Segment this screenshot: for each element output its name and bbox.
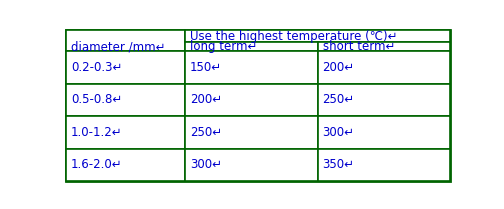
- Text: 250↵: 250↵: [190, 126, 222, 139]
- Bar: [185, 30, 451, 42]
- Bar: [318, 84, 451, 116]
- Bar: [185, 149, 318, 181]
- Bar: [66, 116, 185, 149]
- Text: long term↵: long term↵: [190, 40, 258, 53]
- Bar: [185, 84, 318, 116]
- Text: 200↵: 200↵: [323, 61, 355, 74]
- Text: 250↵: 250↵: [323, 93, 355, 106]
- Text: 1.0-1.2↵: 1.0-1.2↵: [71, 126, 122, 139]
- Text: 300↵: 300↵: [190, 158, 222, 171]
- Text: 350↵: 350↵: [323, 158, 354, 171]
- Bar: [66, 149, 185, 181]
- Bar: [185, 51, 318, 84]
- Text: diameter /mm↵: diameter /mm↵: [71, 40, 165, 53]
- Text: short term↵: short term↵: [323, 40, 395, 53]
- Bar: [66, 51, 185, 84]
- Bar: [66, 84, 185, 116]
- Text: 300↵: 300↵: [323, 126, 354, 139]
- Bar: [318, 116, 451, 149]
- Bar: [66, 30, 185, 51]
- Bar: [185, 42, 318, 51]
- Bar: [318, 149, 451, 181]
- Text: 150↵: 150↵: [190, 61, 222, 74]
- Bar: [318, 51, 451, 84]
- Text: 1.6-2.0↵: 1.6-2.0↵: [71, 158, 122, 171]
- Text: 200↵: 200↵: [190, 93, 222, 106]
- Text: 0.2-0.3↵: 0.2-0.3↵: [71, 61, 122, 74]
- Bar: [318, 42, 451, 51]
- Bar: [185, 116, 318, 149]
- Text: Use the highest temperature (℃)↵: Use the highest temperature (℃)↵: [190, 30, 398, 43]
- Text: 0.5-0.8↵: 0.5-0.8↵: [71, 93, 122, 106]
